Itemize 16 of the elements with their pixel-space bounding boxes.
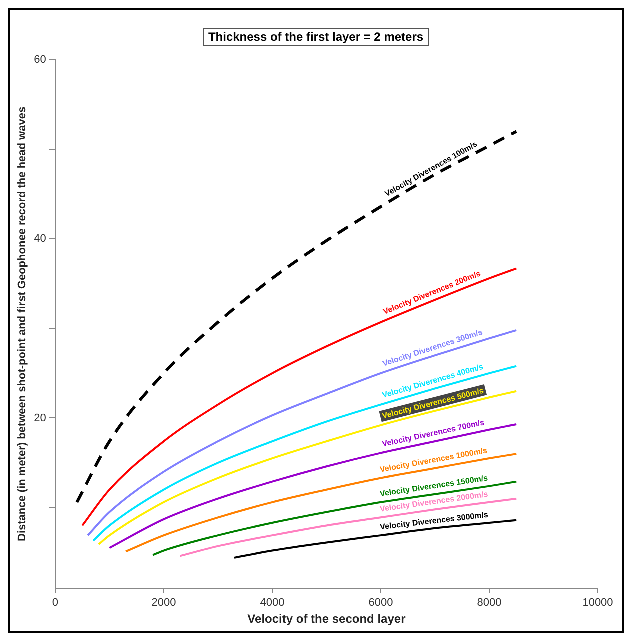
y-tick-label: 40	[34, 233, 46, 246]
x-tick-label: 6000	[368, 597, 394, 610]
line-series	[233, 519, 518, 559]
y-tick-label: 60	[34, 54, 46, 66]
line-series	[92, 365, 518, 542]
x-tick-label: 0	[52, 597, 58, 610]
x-tick-label: 8000	[477, 597, 502, 610]
x-tick-label: 10000	[582, 597, 614, 610]
chart-title: Thickness of the first layer = 2 meters	[203, 28, 429, 46]
x-axis-title: Velocity of the second layer	[248, 612, 406, 626]
y-axis-title: Distance (in meter) between shot-point and first Geophonee record the head waves	[16, 106, 29, 542]
x-tick-label: 4000	[260, 597, 285, 610]
y-tick-label: 20	[34, 412, 46, 424]
line-series	[86, 329, 518, 537]
text: Velocity Diverences 3000m/s	[380, 510, 490, 532]
x-tick-label: 2000	[152, 597, 176, 610]
